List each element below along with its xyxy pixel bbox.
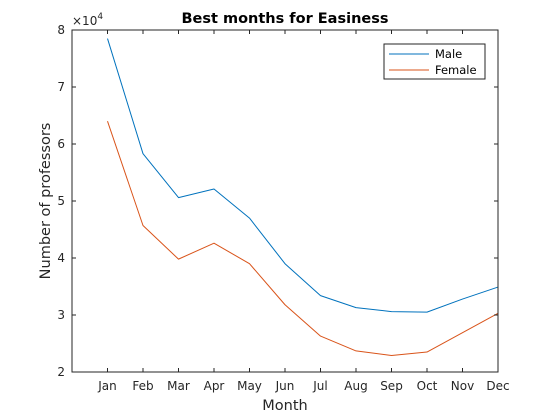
- y-tick-label: 8: [57, 23, 65, 37]
- y-exponent-power: 4: [97, 12, 103, 22]
- x-tick-label: Jun: [275, 379, 295, 393]
- series-line-female: [107, 121, 499, 356]
- x-tick-label: Dec: [486, 379, 509, 393]
- legend: Male Female: [383, 43, 486, 80]
- x-tick-label: Aug: [344, 379, 367, 393]
- legend-box: [383, 43, 486, 80]
- x-tick-label: Oct: [417, 379, 438, 393]
- y-tick-label: 3: [57, 308, 65, 322]
- plot-background: [72, 30, 498, 372]
- y-tick-label: 7: [57, 80, 65, 94]
- x-axis-label: Month: [262, 398, 307, 414]
- plot-area: Jan Feb Mar Apr May Jun Jul Aug Sep Oct Nov Dec 2 3 4 5…: [57, 23, 509, 393]
- series-line-male: [107, 38, 499, 313]
- chart-title: Best months for Easiness: [181, 11, 388, 27]
- y-tick-label: 2: [57, 365, 65, 379]
- y-tick-label: 4: [57, 251, 65, 265]
- y-axis-label: Number of professors: [38, 123, 54, 280]
- y-tick-label: 5: [57, 194, 65, 208]
- ticks-layer: Jan Feb Mar Apr May Jun Jul Aug Sep Oct Nov Dec 2 3 4 5…: [57, 23, 509, 393]
- y-exponent-base: ×10: [72, 14, 97, 28]
- x-tick-label: Feb: [132, 379, 153, 393]
- svg-text:×104: ×104: [72, 12, 103, 28]
- x-tick-label: Mar: [167, 379, 190, 393]
- series-layer: [107, 38, 499, 356]
- x-tick-label: Apr: [204, 379, 225, 393]
- legend-label-male: Male: [435, 47, 462, 61]
- x-tick-label: May: [237, 379, 262, 393]
- y-tick-label: 6: [57, 137, 65, 151]
- x-tick-label: Jan: [97, 379, 117, 393]
- legend-label-female: Female: [435, 63, 477, 77]
- x-tick-label: Jul: [312, 379, 327, 393]
- x-tick-label: Sep: [380, 379, 403, 393]
- x-tick-label: Nov: [451, 379, 474, 393]
- y-exponent-label: ×104: [72, 12, 103, 28]
